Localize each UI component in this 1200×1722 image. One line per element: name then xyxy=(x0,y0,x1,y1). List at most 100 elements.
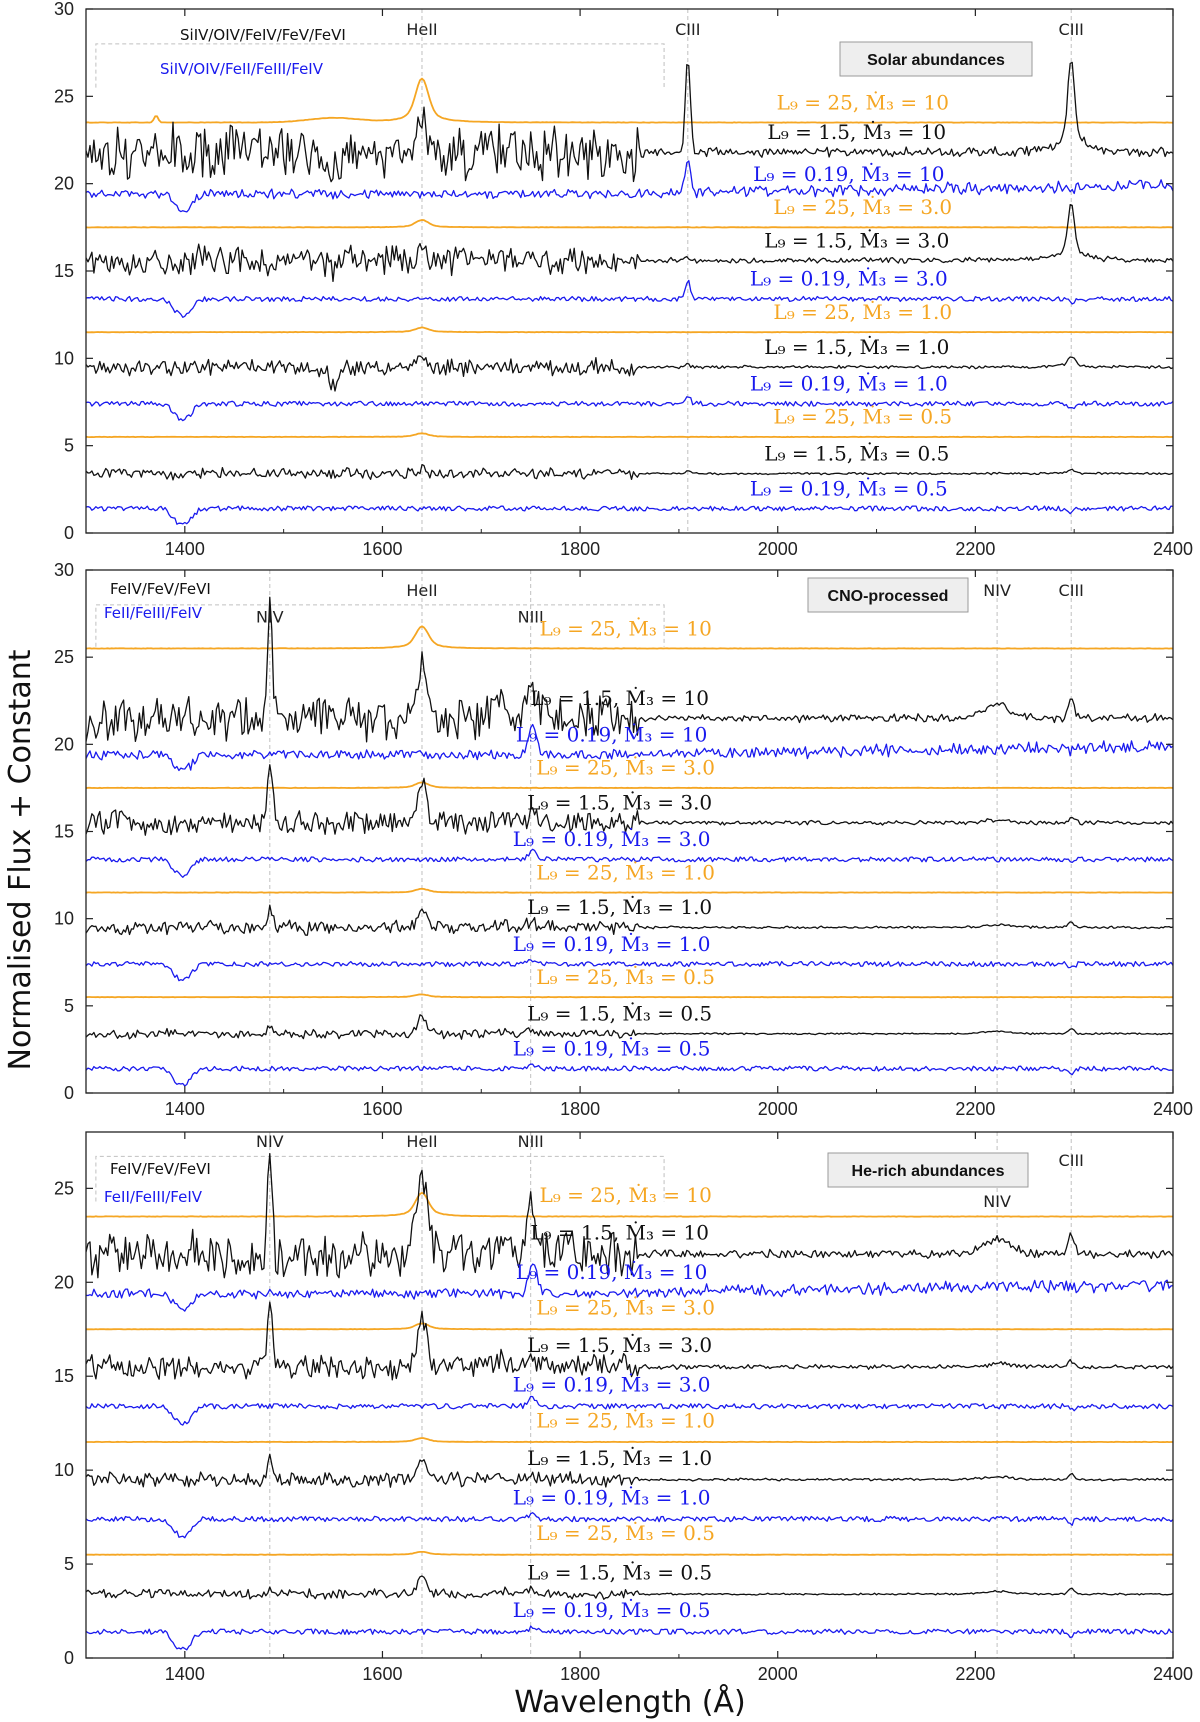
y-tick-label: 30 xyxy=(54,560,74,580)
series-label: L₉ = 1.5, Ṁ₃ = 10 xyxy=(767,120,946,144)
plot-frame xyxy=(85,1131,1174,1659)
series-line xyxy=(86,959,1173,982)
panel-3: NIV HeII NIII NIV CIII FeIV/FeV/FeVI FeII/FeII… xyxy=(54,1131,1193,1684)
series-line xyxy=(86,160,1173,213)
x-tick-label: 1400 xyxy=(165,1664,205,1684)
x-tick-label: 1800 xyxy=(560,539,600,559)
region-label: SiIV/OIV/FeII/FeIII/FeIV xyxy=(160,60,324,78)
feature-label-ciii: CIII xyxy=(1059,581,1084,600)
series-line xyxy=(86,1263,1173,1312)
x-tick-label: 2200 xyxy=(955,539,995,559)
series-line xyxy=(86,203,1173,283)
series-line xyxy=(86,1014,1173,1040)
series-label: L₉ = 0.19, Ṁ₃ = 1.0 xyxy=(513,932,711,956)
series-line xyxy=(86,463,1173,481)
series-line xyxy=(86,505,1173,525)
x-tick-label: 1800 xyxy=(560,1099,600,1119)
y-tick-label: 20 xyxy=(54,734,74,754)
x-tick-label: 2200 xyxy=(955,1664,995,1684)
series-label: L₉ = 1.5, Ṁ₃ = 3.0 xyxy=(764,228,949,252)
series-line xyxy=(86,764,1173,836)
x-tick-label: 2000 xyxy=(758,1099,798,1119)
series-label: L₉ = 1.5, Ṁ₃ = 3.0 xyxy=(527,1333,712,1357)
y-tick-label: 25 xyxy=(54,86,74,106)
series-label: L₉ = 25, Ṁ₃ = 0.5 xyxy=(536,1521,715,1545)
series-line xyxy=(86,219,1173,229)
y-tick-label: 10 xyxy=(54,909,74,929)
series-label: L₉ = 0.19, Ṁ₃ = 3.0 xyxy=(513,827,711,851)
y-tick-label: 10 xyxy=(54,348,74,368)
series-line xyxy=(86,848,1173,878)
feature-label-ciii: CIII xyxy=(675,20,700,39)
region-label: FeII/FeIII/FeIV xyxy=(104,604,203,622)
series-line xyxy=(86,1322,1173,1331)
series-line xyxy=(86,396,1173,422)
y-tick-label: 20 xyxy=(54,174,74,194)
series-label: L₉ = 0.19, Ṁ₃ = 10 xyxy=(516,1260,707,1284)
series-line xyxy=(86,781,1173,789)
region-label: SiIV/OIV/FeIV/FeV/FeVI xyxy=(180,26,346,44)
series-label: L₉ = 25, Ṁ₃ = 1.0 xyxy=(773,300,952,324)
feature-label-niv: NIV xyxy=(983,1192,1011,1211)
region-bracket xyxy=(95,43,665,88)
x-tick-label: 2200 xyxy=(955,1099,995,1119)
y-tick-label: 0 xyxy=(64,523,74,543)
series-label: L₉ = 0.19, Ṁ₃ = 10 xyxy=(753,162,944,186)
series-line xyxy=(86,1301,1173,1381)
feature-label-niv: NIV xyxy=(256,1132,284,1151)
y-tick-label: 5 xyxy=(64,1554,74,1574)
x-tick-label: 2000 xyxy=(758,1664,798,1684)
feature-label-heii: HeII xyxy=(406,1132,437,1151)
y-tick-label: 15 xyxy=(54,822,74,842)
feature-label-heii: HeII xyxy=(406,20,437,39)
series-line xyxy=(86,1191,1173,1218)
series-line xyxy=(86,1512,1173,1539)
series-label: L₉ = 1.5, Ṁ₃ = 3.0 xyxy=(527,791,712,815)
y-tick-label: 0 xyxy=(64,1648,74,1668)
series-line xyxy=(86,326,1173,334)
y-tick-label: 15 xyxy=(54,261,74,281)
feature-label-ciii: CIII xyxy=(1059,20,1084,39)
series-line xyxy=(86,355,1173,392)
region-label: FeIV/FeV/FeVI xyxy=(110,1160,211,1178)
panel-title-box xyxy=(839,41,1033,77)
y-tick-label: 5 xyxy=(64,996,74,1016)
series-label: L₉ = 25, Ṁ₃ = 1.0 xyxy=(536,860,715,884)
series-label: L₉ = 25, Ṁ₃ = 1.0 xyxy=(536,1408,715,1432)
y-tick-label: 30 xyxy=(54,0,74,19)
series-line xyxy=(86,279,1173,318)
x-tick-label: 1600 xyxy=(362,539,402,559)
region-label: FeII/FeIII/FeIV xyxy=(104,1188,203,1206)
y-axis-title: Normalised Flux + Constant xyxy=(3,649,38,1070)
y-tick-label: 25 xyxy=(54,1178,74,1198)
series-label: L₉ = 25, Ṁ₃ = 0.5 xyxy=(773,405,952,429)
panel-title-box xyxy=(807,577,969,613)
series-label: L₉ = 25, Ṁ₃ = 10 xyxy=(777,90,949,114)
series-line xyxy=(86,1437,1173,1443)
series-label: L₉ = 0.19, Ṁ₃ = 0.5 xyxy=(750,476,948,500)
y-tick-label: 25 xyxy=(54,647,74,667)
series-line xyxy=(86,77,1173,124)
series-label: L₉ = 1.5, Ṁ₃ = 10 xyxy=(530,1220,709,1244)
panel-title-box xyxy=(827,1152,1029,1188)
feature-label-niii: NIII xyxy=(518,1132,544,1151)
panel-title: CNO-processed xyxy=(828,588,949,605)
series-label: L₉ = 0.19, Ṁ₃ = 3.0 xyxy=(750,267,948,291)
panel-2: NIV HeII NIII NIV CIII FeIV/FeV/FeVI FeII/FeII… xyxy=(54,560,1193,1119)
series-line xyxy=(86,432,1173,438)
x-axis-title: Wavelength (Å) xyxy=(514,1684,745,1720)
series-line xyxy=(86,1063,1173,1087)
x-tick-label: 2400 xyxy=(1153,1099,1193,1119)
series-label: L₉ = 0.19, Ṁ₃ = 3.0 xyxy=(513,1373,711,1397)
series-label: L₉ = 0.19, Ṁ₃ = 1.0 xyxy=(750,372,948,396)
series-line xyxy=(86,1625,1173,1651)
series-label: L₉ = 25, Ṁ₃ = 3.0 xyxy=(536,1296,715,1320)
plot-frame xyxy=(85,8,1174,534)
x-tick-label: 1800 xyxy=(560,1664,600,1684)
panel-title: Solar abundances xyxy=(867,52,1005,69)
feature-label-niii: NIII xyxy=(518,607,544,626)
x-tick-label: 2400 xyxy=(1153,1664,1193,1684)
series-line xyxy=(86,1551,1173,1556)
feature-label-niv: NIV xyxy=(256,607,284,626)
